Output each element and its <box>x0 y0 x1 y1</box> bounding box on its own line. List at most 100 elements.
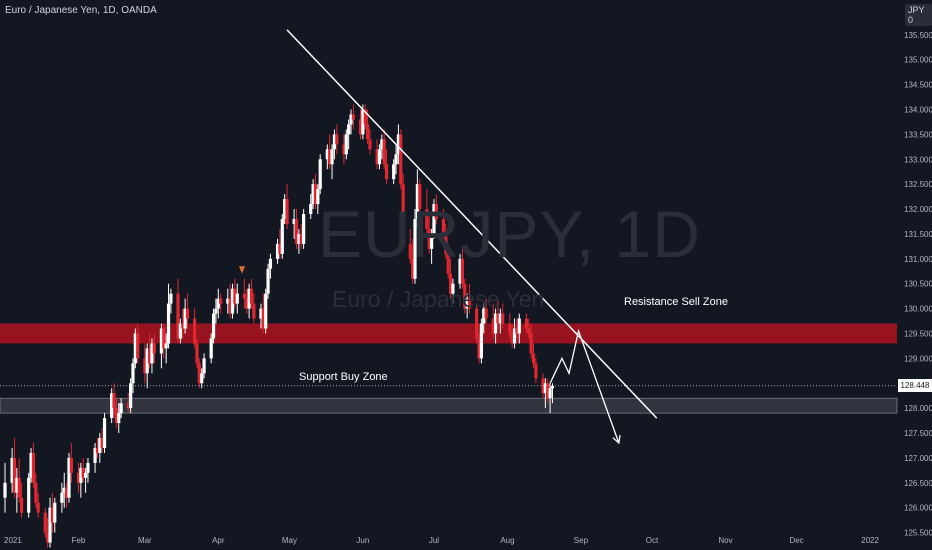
x-tick-label: Feb <box>72 536 86 545</box>
candle-body <box>202 358 206 374</box>
candle <box>325 144 329 170</box>
candle-body <box>529 333 533 354</box>
candle <box>3 462 7 513</box>
candle <box>129 378 133 414</box>
y-tick-label: 129.500 <box>904 329 932 338</box>
candle <box>268 253 273 279</box>
candle <box>384 149 389 185</box>
candle-body <box>247 288 251 309</box>
candle-body <box>283 199 287 220</box>
candle <box>328 134 332 170</box>
candle-body <box>15 477 19 493</box>
candle <box>185 293 190 329</box>
candle <box>399 129 403 190</box>
candle <box>524 313 528 334</box>
candle-body <box>309 204 313 215</box>
candle <box>209 333 213 364</box>
candle <box>401 174 405 249</box>
candle-body <box>166 303 171 344</box>
resistance-zone-label: Resistance Sell Zone <box>624 296 728 308</box>
candle <box>465 293 469 319</box>
candle <box>292 209 296 239</box>
candle-body <box>434 204 438 220</box>
candle-body <box>86 462 90 473</box>
candle <box>202 353 206 379</box>
candle <box>467 283 472 314</box>
candle-body <box>226 298 230 304</box>
candle-body <box>550 385 555 389</box>
y-tick-label: 131.500 <box>904 230 932 239</box>
candle-body <box>261 308 265 329</box>
candle-body <box>297 233 301 244</box>
candle-body <box>482 308 486 324</box>
candle-body <box>60 492 64 503</box>
candle <box>261 293 265 334</box>
y-tick-label: 135.000 <box>904 56 932 65</box>
candle <box>159 323 164 369</box>
y-tick-label: 127.500 <box>904 429 932 438</box>
candle <box>50 492 54 533</box>
candle <box>12 438 17 498</box>
candle-body <box>76 472 81 483</box>
candle <box>219 293 223 314</box>
candle-body <box>95 447 100 453</box>
candle <box>214 298 218 324</box>
candle <box>534 358 538 384</box>
candle <box>98 433 102 463</box>
candle <box>48 497 52 548</box>
candle <box>230 283 235 319</box>
candle <box>131 358 135 394</box>
candle <box>193 308 197 349</box>
candle-body <box>302 214 306 244</box>
candle-body <box>401 184 405 244</box>
candle <box>531 343 536 369</box>
y-tick-label: 130.000 <box>904 305 932 314</box>
candle-body <box>17 477 21 498</box>
candle <box>425 189 429 234</box>
candle-body <box>228 298 232 314</box>
candle-body <box>377 149 382 165</box>
candle <box>415 169 419 229</box>
candle <box>444 223 448 259</box>
candle-body <box>399 134 403 185</box>
candle-body <box>275 243 280 259</box>
candle-body <box>465 298 469 309</box>
y-tick-label: 127.000 <box>904 454 932 463</box>
symbol-title[interactable]: Euro / Japanese Yen, 1D, OANDA <box>5 5 157 16</box>
candle <box>95 438 100 458</box>
candle <box>434 194 438 224</box>
candle <box>143 343 147 384</box>
candle-body <box>384 164 389 180</box>
candle <box>380 134 384 160</box>
candle <box>17 457 21 503</box>
candle <box>195 338 199 369</box>
candle <box>475 303 479 344</box>
candle <box>114 398 118 429</box>
candle <box>335 124 339 155</box>
candle <box>211 308 216 344</box>
candle <box>344 129 348 160</box>
candle-body <box>524 318 528 329</box>
y-tick-label: 130.500 <box>904 280 932 289</box>
candle <box>86 457 90 483</box>
candle-body <box>318 159 322 190</box>
candle <box>529 323 533 359</box>
candle-body <box>427 228 431 249</box>
candle-body <box>143 358 147 374</box>
candle <box>448 258 453 299</box>
candle-body <box>541 378 545 394</box>
candle <box>162 323 166 359</box>
candle <box>297 228 301 254</box>
currency-badge[interactable]: JPY 0 <box>905 4 932 26</box>
candle <box>31 442 36 488</box>
candle-body <box>185 308 190 319</box>
candle <box>15 467 19 513</box>
candle-body <box>46 532 50 543</box>
candle <box>550 383 555 404</box>
candle-body <box>292 219 296 224</box>
candle <box>351 104 355 130</box>
candle <box>479 318 483 364</box>
watermark-name: Euro / Japanese Yen <box>332 286 545 312</box>
x-tick-label: Sep <box>574 536 589 545</box>
